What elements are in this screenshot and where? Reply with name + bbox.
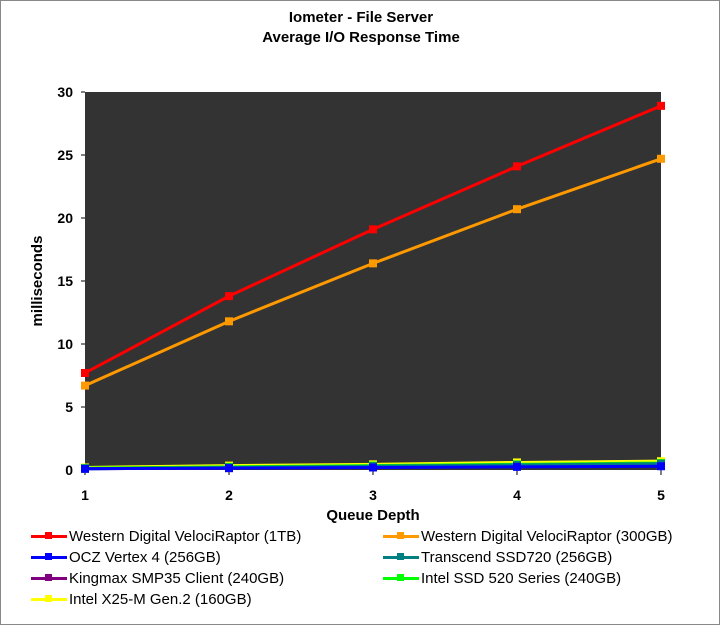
legend-swatch <box>383 532 419 539</box>
data-point <box>657 101 665 110</box>
data-point <box>81 464 89 473</box>
legend-item: Western Digital VelociRaptor (300GB) <box>383 528 673 545</box>
chart-title: Iometer - File Server <box>288 9 434 26</box>
legend-item: Kingmax SMP35 Client (240GB) <box>31 570 284 587</box>
data-point <box>225 292 233 301</box>
data-point <box>513 462 521 471</box>
data-point <box>657 462 665 471</box>
data-point <box>369 463 377 472</box>
legend-swatch <box>31 574 67 581</box>
legend-swatch <box>31 553 67 560</box>
y-tick-label: 5 <box>65 399 73 415</box>
x-tick-label: 4 <box>513 487 521 503</box>
x-tick-label: 2 <box>225 487 233 503</box>
legend-label: Transcend SSD720 (256GB) <box>421 549 613 566</box>
plot-area <box>85 92 661 470</box>
y-tick-label: 10 <box>57 336 73 352</box>
data-point <box>81 368 89 377</box>
legend-label: Western Digital VelociRaptor (1TB) <box>69 528 302 545</box>
data-point <box>657 154 665 163</box>
legend-label: Kingmax SMP35 Client (240GB) <box>69 570 285 587</box>
legend-label: Intel SSD 520 Series (240GB) <box>421 570 622 587</box>
data-point <box>369 259 377 268</box>
legend-label: OCZ Vertex 4 (256GB) <box>69 549 221 566</box>
legend-swatch <box>383 574 419 581</box>
legend-item: Intel SSD 520 Series (240GB) <box>383 570 621 587</box>
legend-swatch <box>31 595 67 602</box>
y-tick-label: 15 <box>57 273 73 289</box>
legend-item: OCZ Vertex 4 (256GB) <box>31 549 221 566</box>
data-point <box>81 381 89 390</box>
legend-item: Intel X25-M Gen.2 (160GB) <box>31 591 252 608</box>
legend-label: Intel X25-M Gen.2 (160GB) <box>69 591 252 608</box>
y-tick-label: 25 <box>57 147 73 163</box>
y-axis-label: milliseconds <box>29 236 46 327</box>
legend-swatch <box>383 553 419 560</box>
x-tick-label: 3 <box>369 487 377 503</box>
data-point <box>225 317 233 326</box>
x-axis-label: Queue Depth <box>326 507 419 524</box>
y-tick-label: 20 <box>57 210 73 226</box>
x-tick-label: 5 <box>657 487 665 503</box>
legend-item: Western Digital VelociRaptor (1TB) <box>31 528 301 545</box>
y-tick-label: 0 <box>65 462 73 478</box>
chart-subtitle: Average I/O Response Time <box>262 29 460 46</box>
y-tick-label: 30 <box>57 84 73 100</box>
data-point <box>369 225 377 234</box>
data-point <box>513 162 521 171</box>
legend-label: Western Digital VelociRaptor (300GB) <box>421 528 673 545</box>
data-point <box>225 464 233 473</box>
data-point <box>513 205 521 214</box>
legend-swatch <box>31 532 67 539</box>
legend-item: Transcend SSD720 (256GB) <box>383 549 612 566</box>
x-tick-label: 1 <box>81 487 89 503</box>
